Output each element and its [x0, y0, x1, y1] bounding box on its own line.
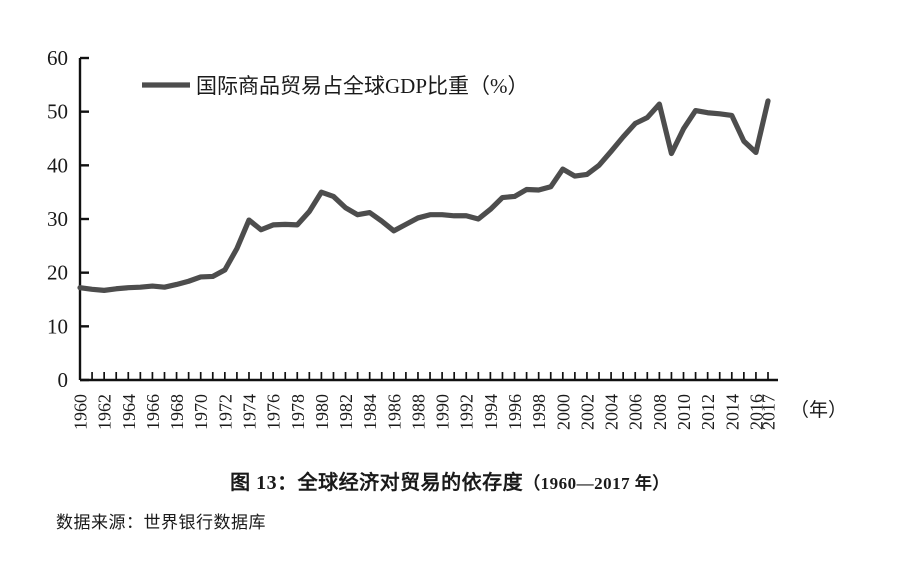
x-axis-tick-label: 2014	[722, 394, 742, 430]
y-axis-tick-label: 20	[47, 261, 68, 285]
chart-plot-area: 0 10 20 30 40 50 60 1960 1962 1964 1966 1968 1970 197…	[47, 46, 847, 430]
x-axis-tick-label: 1988	[408, 394, 428, 430]
x-axis-tick-label: 1964	[119, 394, 139, 430]
x-axis-tick-label: 1962	[95, 394, 115, 430]
caption-year-range: （1960—2017 年）	[523, 474, 670, 493]
x-axis-tick-label: 2010	[674, 394, 694, 430]
legend-label: 国际商品贸易占全球GDP比重（%）	[196, 74, 529, 98]
x-axis-tick-label: 1994	[481, 394, 501, 430]
y-axis-tick-label: 60	[47, 46, 68, 70]
x-axis-unit-label: （年）	[790, 399, 847, 421]
y-axis-tick-label: 40	[47, 153, 68, 177]
x-axis-tick-label: 1980	[312, 394, 332, 430]
x-axis-tick-label: 1984	[360, 394, 380, 430]
x-axis-tick-label: 2000	[553, 394, 573, 430]
x-axis-tick-label: 1986	[384, 394, 404, 430]
x-axis-tick-label: 1960	[71, 394, 91, 430]
figure-caption: 图 13：全球经济对贸易的依存度（1960—2017 年）	[0, 466, 900, 495]
caption-title: 图 13：全球经济对贸易的依存度	[230, 472, 524, 494]
data-line-series	[77, 98, 771, 293]
x-axis-tick-label: 1990	[433, 394, 453, 430]
x-axis-tick-label: 1992	[457, 394, 477, 430]
x-axis-tick-label: 2012	[698, 394, 718, 430]
x-axis-tick-label: 2002	[577, 394, 597, 430]
x-axis-tick-label: 1998	[529, 394, 549, 430]
x-axis-tick-label: 2008	[650, 394, 670, 430]
x-axis-tick-label: 1976	[264, 394, 284, 430]
x-axis-tick-label: 2004	[602, 394, 622, 430]
x-axis-tick-label: 1972	[215, 394, 235, 430]
x-axis-tick-label: 1974	[239, 394, 259, 430]
y-axis-tick-label: 0	[58, 368, 69, 392]
x-axis-tick-label: 1978	[288, 394, 308, 430]
x-axis-tick-label: 1968	[167, 394, 187, 430]
x-axis-tick-label: 2017	[759, 394, 779, 430]
x-axis-tick-label: 2016	[746, 394, 766, 430]
figure-source: 数据来源：世界银行数据库	[56, 513, 266, 532]
x-axis-tick-label: 1996	[505, 394, 525, 430]
y-axis-tick-label: 50	[47, 100, 68, 124]
y-axis-tick-label: 10	[47, 314, 68, 338]
x-axis-tick-label: 1970	[191, 394, 211, 430]
x-axis-tick-label: 1966	[143, 394, 163, 430]
x-axis-tick-label: 2006	[626, 394, 646, 430]
y-axis-tick-label: 30	[47, 207, 68, 231]
x-axis-tick-label: 1982	[336, 394, 356, 430]
